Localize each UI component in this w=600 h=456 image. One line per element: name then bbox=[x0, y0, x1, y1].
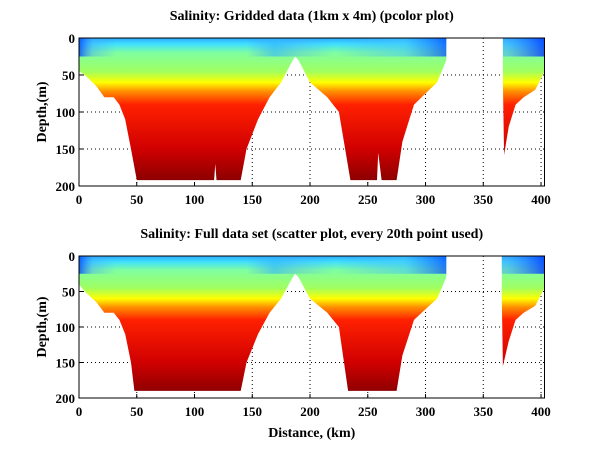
x-tick-label: 100 bbox=[185, 404, 205, 419]
chart-title: Salinity: Gridded data (1km x 4m) (pcolo… bbox=[170, 9, 454, 24]
x-tick-label: 300 bbox=[416, 192, 436, 207]
y-tick-label: 0 bbox=[69, 31, 76, 46]
y-tick-label: 100 bbox=[56, 320, 76, 335]
x-tick-label: 400 bbox=[531, 404, 551, 419]
x-tick-label: 200 bbox=[300, 192, 320, 207]
surface-low-salinity bbox=[79, 38, 447, 57]
salinity-section bbox=[502, 38, 545, 155]
salinity-section bbox=[79, 256, 447, 391]
x-axis-label: Distance, (km) bbox=[268, 426, 355, 441]
salinity-section bbox=[79, 38, 447, 181]
salinity-section bbox=[501, 256, 545, 367]
x-tick-label: 50 bbox=[130, 404, 143, 419]
x-tick-label: 400 bbox=[531, 192, 551, 207]
x-tick-label: 300 bbox=[416, 404, 436, 419]
y-tick-label: 150 bbox=[56, 142, 76, 157]
surface-low-salinity bbox=[502, 38, 545, 57]
x-tick-label: 0 bbox=[76, 404, 83, 419]
x-tick-label: 150 bbox=[243, 192, 263, 207]
x-tick-label: 200 bbox=[300, 404, 320, 419]
y-axis-label: Depth,(m) bbox=[35, 81, 50, 142]
surface-low-salinity bbox=[79, 256, 447, 274]
x-tick-label: 350 bbox=[474, 192, 494, 207]
scatter-plot: 0 50 100 150 200 250 300 350 400 0 50 100 150 200 Sali… bbox=[35, 227, 551, 441]
x-tick-label: 50 bbox=[130, 192, 143, 207]
y-tick-label: 0 bbox=[69, 249, 76, 264]
x-tick-label: 150 bbox=[243, 404, 263, 419]
x-tick-label: 0 bbox=[76, 192, 83, 207]
surface-low-salinity bbox=[501, 256, 545, 274]
y-tick-label: 50 bbox=[62, 285, 75, 300]
x-tick-label: 250 bbox=[358, 192, 378, 207]
y-tick-label: 50 bbox=[62, 68, 75, 83]
pcolor-plot: 0 50 100 150 200 250 300 350 400 0 50 100 150 200 Sali… bbox=[35, 9, 551, 207]
x-tick-label: 250 bbox=[358, 404, 378, 419]
x-tick-label: 100 bbox=[185, 192, 205, 207]
chart-title: Salinity: Full data set (scatter plot, e… bbox=[140, 227, 483, 242]
x-tick-label: 350 bbox=[474, 404, 494, 419]
y-axis-label: Depth,(m) bbox=[35, 296, 50, 357]
y-tick-label: 200 bbox=[56, 391, 76, 406]
y-tick-label: 100 bbox=[56, 105, 76, 120]
y-tick-label: 200 bbox=[56, 179, 76, 194]
y-tick-label: 150 bbox=[56, 356, 76, 371]
